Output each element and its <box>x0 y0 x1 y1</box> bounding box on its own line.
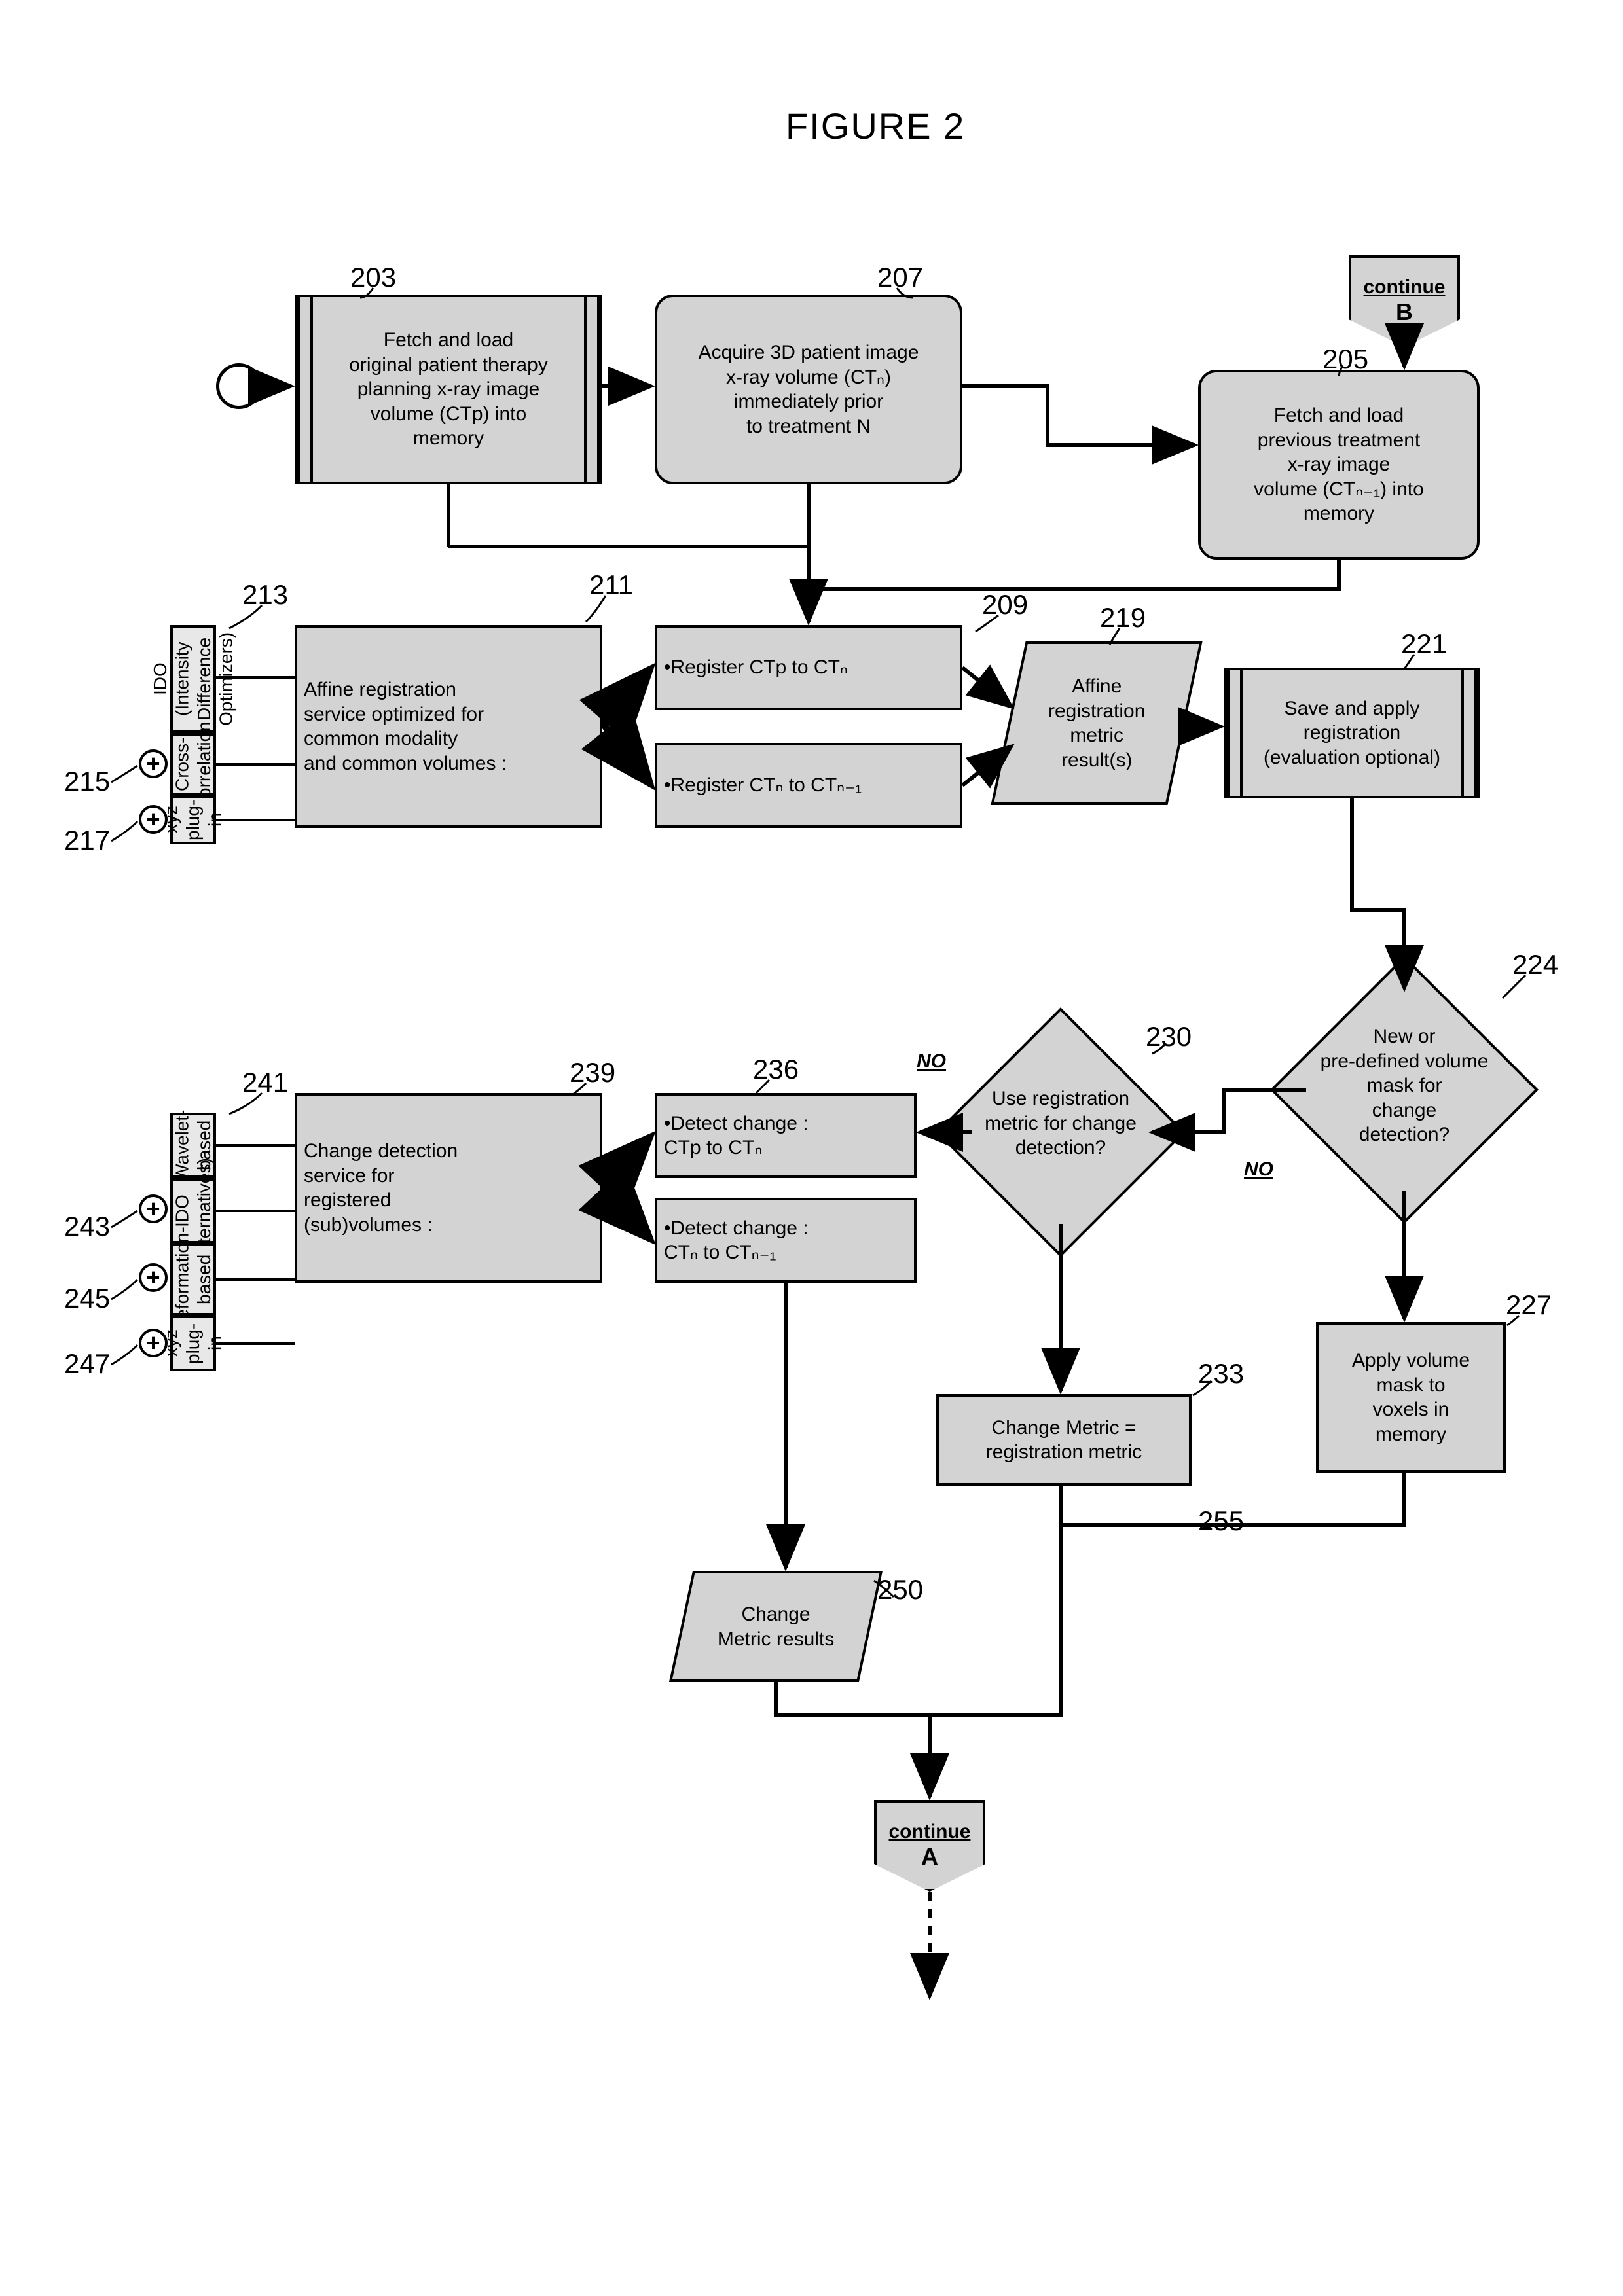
ref-227: 227 <box>1506 1289 1552 1321</box>
box-fetch-ctn1: Fetch and load previous treatment x-ray … <box>1198 370 1480 560</box>
ref-213: 213 <box>242 579 288 611</box>
ref-211: 211 <box>589 569 633 601</box>
ref-239: 239 <box>570 1057 615 1088</box>
box-apply-volume-mask: Apply volume mask to voxels in memory <box>1316 1322 1506 1473</box>
ref-203: 203 <box>350 262 396 293</box>
start-node <box>216 363 262 409</box>
edge-no-230: NO <box>917 1050 946 1073</box>
plus-icon: + <box>139 1263 168 1292</box>
ref-250: 250 <box>877 1574 923 1605</box>
ref-224: 224 <box>1512 949 1558 980</box>
ref-245: 245 <box>64 1283 110 1314</box>
plus-icon: + <box>139 749 168 778</box>
plugin-xyz-bottom: xyz plug-in <box>170 1316 216 1371</box>
edge-no-224: NO <box>1244 1158 1273 1181</box>
box-affine-service: Affine registration service optimized fo… <box>295 625 602 828</box>
plugin-crosscorr: Cross-correlation <box>170 733 216 795</box>
ref-236: 236 <box>753 1054 799 1085</box>
affine-metric-result: Affine registration metric result(s) <box>991 641 1202 805</box>
plus-icon: + <box>139 805 168 834</box>
plugin-ido: IDO (Intensity Difference Optimizers) <box>170 625 216 733</box>
plugin-xyz-top: xyz plug-in <box>170 795 216 844</box>
ref-255: 255 <box>1198 1505 1244 1537</box>
ref-219: 219 <box>1100 602 1146 634</box>
ref-207: 207 <box>877 262 923 293</box>
box-register-ctn-ctn1: •Register CTₙ to CTₙ₋₁ <box>655 743 962 828</box>
ref-209: 209 <box>982 589 1028 620</box>
ref-221: 221 <box>1401 628 1447 660</box>
ref-205: 205 <box>1322 344 1368 375</box>
box-change-detection-service: Change detection service for registered … <box>295 1093 602 1283</box>
continue-a: continue A <box>874 1800 985 1892</box>
ref-233: 233 <box>1198 1358 1244 1390</box>
ref-241: 241 <box>242 1067 288 1098</box>
plus-icon: + <box>139 1329 168 1357</box>
box-detect-change-ctn-ctn1: •Detect change : CTₙ to CTₙ₋₁ <box>655 1198 917 1283</box>
box-acquire-ctn: Acquire 3D patient image x-ray volume (C… <box>655 295 962 484</box>
change-metric-results: Change Metric results <box>669 1571 883 1682</box>
ref-230: 230 <box>1146 1021 1192 1052</box>
plugin-deformation: Deformation-based <box>170 1244 216 1316</box>
continue-b: continue B <box>1349 255 1460 347</box>
box-change-metric-eq: Change Metric = registration metric <box>936 1394 1192 1486</box>
box-save-apply-registration: Save and apply registration (evaluation … <box>1224 668 1480 798</box>
plus-icon: + <box>139 1194 168 1223</box>
ref-217: 217 <box>64 825 110 856</box>
box-register-ctp-ctn: •Register CTp to CTₙ <box>655 625 962 710</box>
diamond-new-mask <box>1270 956 1539 1224</box>
box-fetch-ctp: Fetch and load original patient therapy … <box>295 295 602 484</box>
box-detect-change-ctp-ctn: •Detect change : CTp to CTₙ <box>655 1093 917 1178</box>
ref-215: 215 <box>64 766 110 797</box>
ref-247: 247 <box>64 1348 110 1380</box>
ref-243: 243 <box>64 1211 110 1242</box>
figure-title: FIGURE 2 <box>786 105 965 147</box>
